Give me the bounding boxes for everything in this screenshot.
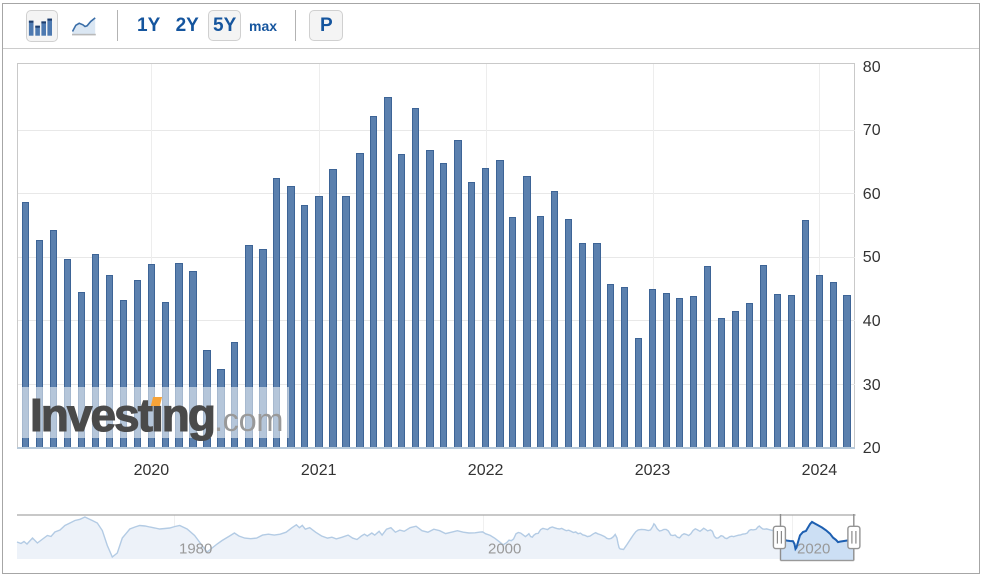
svg-text:2000: 2000 [488,541,521,558]
svg-text:1980: 1980 [179,541,212,558]
svg-text:2020: 2020 [797,541,830,558]
